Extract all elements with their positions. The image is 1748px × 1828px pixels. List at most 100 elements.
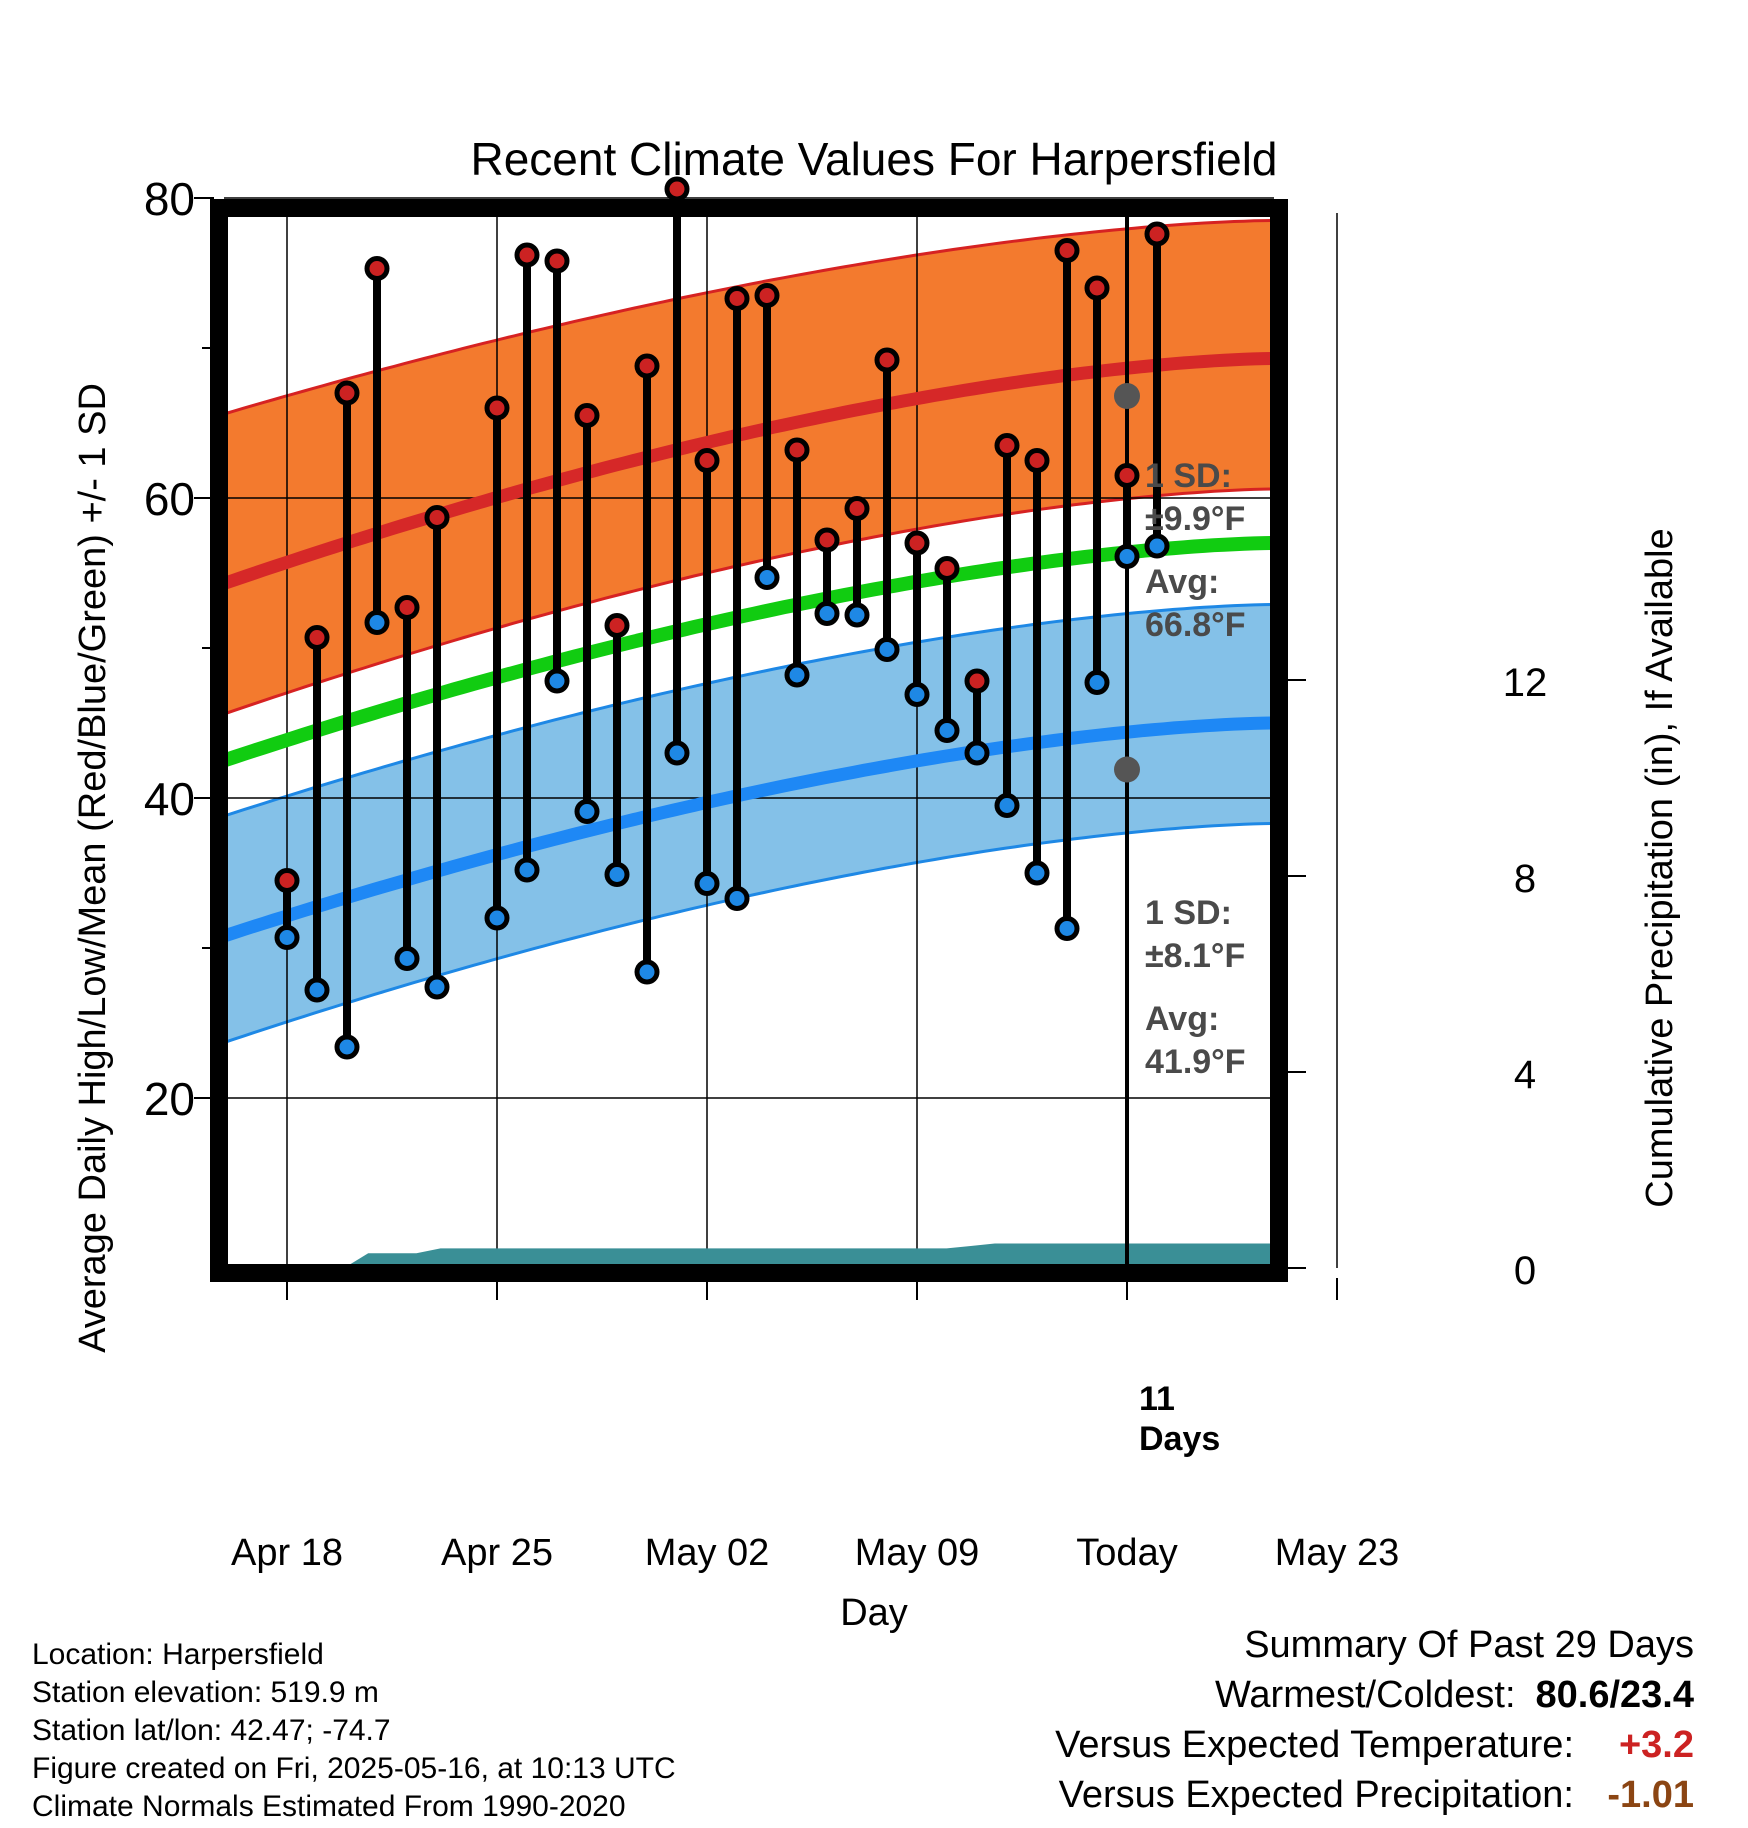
- daily-high-point: [304, 625, 330, 650]
- daily-low-point: [574, 799, 600, 824]
- daily-low-point: [514, 857, 540, 883]
- summary-warmest-coldest: Warmest/Coldest: 80.6/23.4: [1055, 1670, 1694, 1720]
- x-tick-label: Today: [1076, 1532, 1177, 1574]
- location-text: Location: Harpersfield: [32, 1638, 324, 1671]
- daily-high-point: [274, 868, 300, 893]
- daily-high-point: [364, 256, 390, 281]
- summary-temperature: Versus Expected Temperature: +3.2: [1055, 1720, 1694, 1770]
- precip-diff-value: -1.01: [1607, 1774, 1694, 1816]
- temp-diff-label: Versus Expected Temperature:: [1055, 1724, 1574, 1766]
- daily-high-point: [484, 395, 510, 421]
- daily-low-point: [694, 871, 720, 896]
- low-sd-value: ±8.1°F: [1145, 937, 1245, 975]
- daily-high-point: [514, 242, 540, 268]
- daily-low-point: [754, 565, 780, 590]
- y-tick-label: 60: [144, 473, 195, 525]
- y2-tick-label: 0: [1514, 1249, 1536, 1293]
- daily-high-point: [724, 286, 750, 311]
- daily-low-point: [844, 602, 870, 628]
- daily-low-point: [394, 946, 420, 971]
- daily-low-point: [604, 862, 630, 887]
- daily-high-point: [634, 353, 660, 379]
- daily-low-point: [1024, 860, 1050, 886]
- today-low-avg-marker: [1114, 756, 1140, 783]
- summary-panel: Summary Of Past 29 Days Warmest/Coldest:…: [1055, 1620, 1694, 1820]
- daily-low-point: [274, 925, 300, 950]
- daily-high-point: [844, 496, 870, 521]
- daily-low-point: [424, 974, 450, 1000]
- daily-high-point: [934, 556, 960, 581]
- daily-low-point: [934, 718, 960, 743]
- latlon-text: Station lat/lon: 42.47; -74.7: [32, 1714, 391, 1747]
- daily-low-point: [334, 1034, 360, 1060]
- temp-diff-value: +3.2: [1618, 1724, 1694, 1766]
- low-sd-label: 1 SD:: [1145, 894, 1232, 932]
- daily-high-point: [964, 668, 990, 694]
- y-tick-label: 40: [144, 773, 195, 825]
- y2-tick-label: 12: [1503, 661, 1548, 705]
- today-high-avg-marker: [1114, 383, 1140, 409]
- daily-low-point: [964, 740, 990, 766]
- y-tick-label: 20: [144, 1073, 195, 1125]
- daily-low-point: [904, 682, 930, 707]
- station-info: Location: Harpersfield Station elevation…: [32, 1636, 676, 1826]
- daily-low-point: [724, 886, 750, 911]
- high-avg-value: 66.8°F: [1145, 606, 1246, 644]
- daily-high-point: [1084, 275, 1110, 301]
- daily-low-point: [1114, 544, 1140, 569]
- x-axis-label: Day: [840, 1592, 908, 1634]
- high-sd-label: 1 SD:: [1145, 457, 1232, 495]
- daily-low-point: [304, 977, 330, 1003]
- daily-low-point: [784, 662, 810, 688]
- created-text: Figure created on Fri, 2025-05-16, at 10…: [32, 1752, 676, 1785]
- daily-high-point: [574, 403, 600, 428]
- precip-diff-label: Versus Expected Precipitation:: [1058, 1774, 1574, 1816]
- x-tick-label: May 02: [645, 1532, 770, 1574]
- plot-area: 1 SD: ±9.9°F Avg: 66.8°F 1 SD: ±8.1°F Avg: 41.9…: [144, 173, 1547, 1574]
- daily-high-point: [994, 433, 1020, 458]
- y2-tick-label: 4: [1514, 1053, 1536, 1097]
- daily-high-point: [544, 248, 570, 274]
- y2-axis-label: Cumulative Precipitation (in), If Availa…: [1639, 528, 1681, 1207]
- y2-tick-label: 8: [1514, 857, 1536, 901]
- daily-high-point: [1144, 221, 1170, 247]
- summary-title: Summary Of Past 29 Days: [1244, 1624, 1694, 1666]
- chart-title: Recent Climate Values For Harpersfield: [470, 133, 1277, 185]
- warmest-coldest-label: Warmest/Coldest:: [1214, 1674, 1516, 1716]
- daily-high-point: [1054, 238, 1080, 263]
- daily-low-point: [994, 793, 1020, 818]
- daily-low-point: [544, 668, 570, 694]
- daily-low-point: [814, 601, 840, 626]
- x-tick-label: May 23: [1275, 1532, 1400, 1574]
- low-sd-band: [222, 602, 1276, 1045]
- precipitation-area: [320, 1243, 1284, 1268]
- low-avg-value: 41.9°F: [1145, 1043, 1246, 1081]
- daily-high-point: [694, 448, 720, 473]
- daily-high-point: [424, 505, 450, 530]
- plot-frame: [210, 199, 1288, 1282]
- warmest-coldest-value: 80.6/23.4: [1535, 1674, 1694, 1716]
- summary-precipitation: Versus Expected Precipitation: -1.01: [1055, 1770, 1694, 1820]
- daily-high-point: [1114, 463, 1140, 488]
- daily-low-point: [1084, 670, 1110, 695]
- daily-high-point: [604, 613, 630, 638]
- daily-high-point: [394, 595, 420, 620]
- daily-high-point: [334, 380, 360, 406]
- daily-low-point: [634, 959, 660, 985]
- high-avg-label: Avg:: [1145, 563, 1219, 601]
- daily-low-point: [874, 637, 900, 662]
- daily-high-point: [904, 530, 930, 556]
- today-days-count: 11: [1139, 1380, 1175, 1418]
- daily-low-point: [364, 610, 390, 635]
- high-sd-value: ±9.9°F: [1145, 500, 1245, 538]
- elevation-text: Station elevation: 519.9 m: [32, 1676, 379, 1709]
- x-tick-label: May 09: [855, 1532, 980, 1574]
- low-avg-label: Avg:: [1145, 1000, 1219, 1038]
- daily-low-point: [1144, 533, 1170, 559]
- daily-high-point: [784, 437, 810, 463]
- normals-text: Climate Normals Estimated From 1990-2020: [32, 1790, 626, 1823]
- daily-high-point: [1024, 448, 1050, 473]
- x-tick-label: Apr 25: [441, 1532, 553, 1574]
- daily-low-point: [1054, 916, 1080, 941]
